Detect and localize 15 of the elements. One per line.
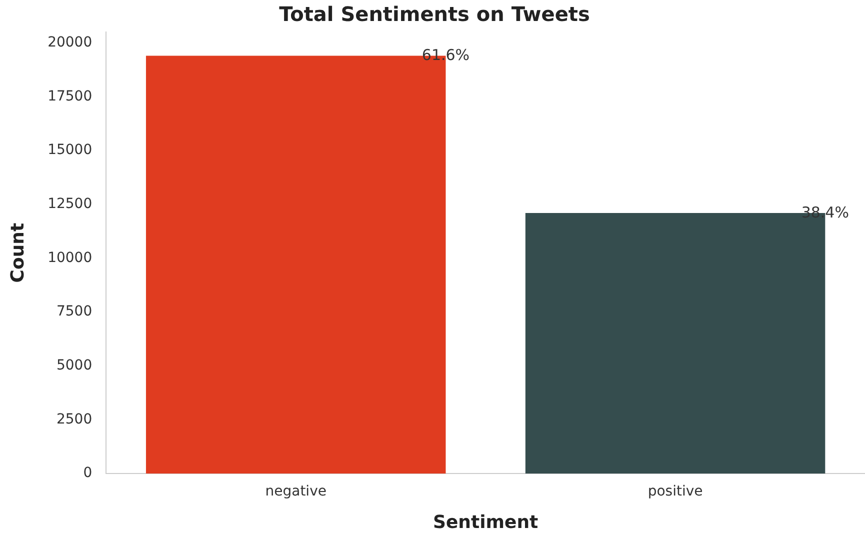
y-axis-title: Count: [7, 222, 28, 283]
y-tick-label: 2500: [56, 411, 92, 428]
annotation: 61.6%: [422, 46, 470, 64]
chart-title: Total Sentiments on Tweets: [279, 2, 590, 26]
y-tick-label: 12500: [48, 196, 92, 212]
x-axis-title: Sentiment: [432, 512, 539, 533]
y-tick-label: 10000: [48, 250, 92, 266]
y-tick-label: 20000: [48, 34, 92, 50]
y-tick-label: 0: [83, 465, 92, 482]
y-tick-label: 15000: [48, 142, 92, 158]
y-tick-label: 7500: [56, 304, 92, 320]
x-tick-label: negative: [265, 484, 326, 500]
y-tick-label: 17500: [48, 88, 92, 104]
x-tick-label: positive: [648, 484, 703, 500]
y-tick-label: 5000: [56, 358, 92, 374]
